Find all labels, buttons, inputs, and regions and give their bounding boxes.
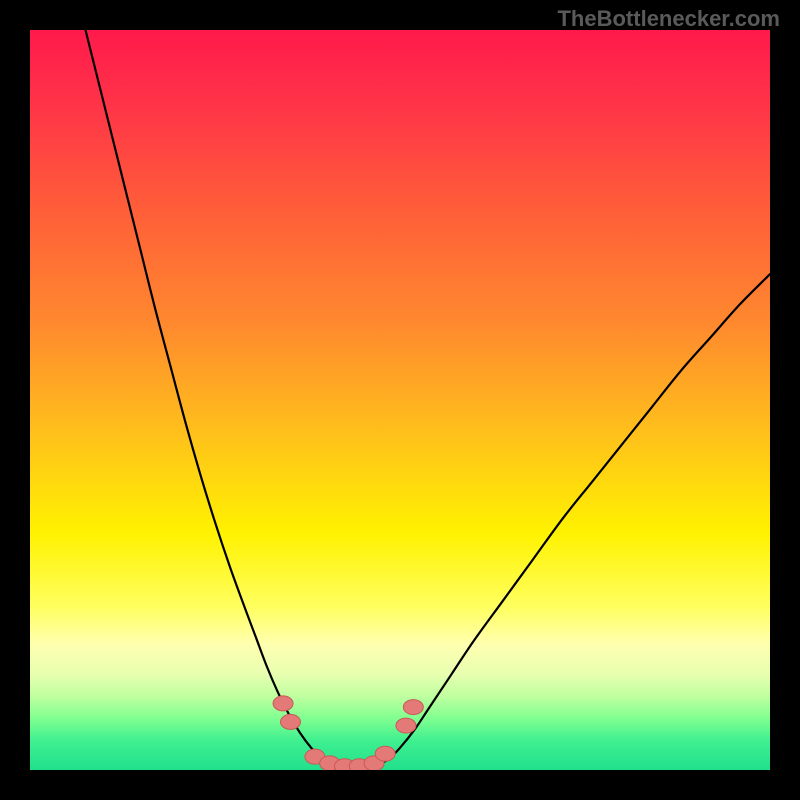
plot-area	[30, 30, 770, 770]
marker-point	[273, 696, 293, 711]
plot-svg	[30, 30, 770, 770]
marker-point	[280, 714, 300, 729]
plot-background	[30, 30, 770, 770]
chart-frame: TheBottlenecker.com	[0, 0, 800, 800]
marker-point	[396, 718, 416, 733]
watermark-text: TheBottlenecker.com	[557, 6, 780, 32]
marker-point	[403, 700, 423, 715]
marker-point	[375, 746, 395, 761]
